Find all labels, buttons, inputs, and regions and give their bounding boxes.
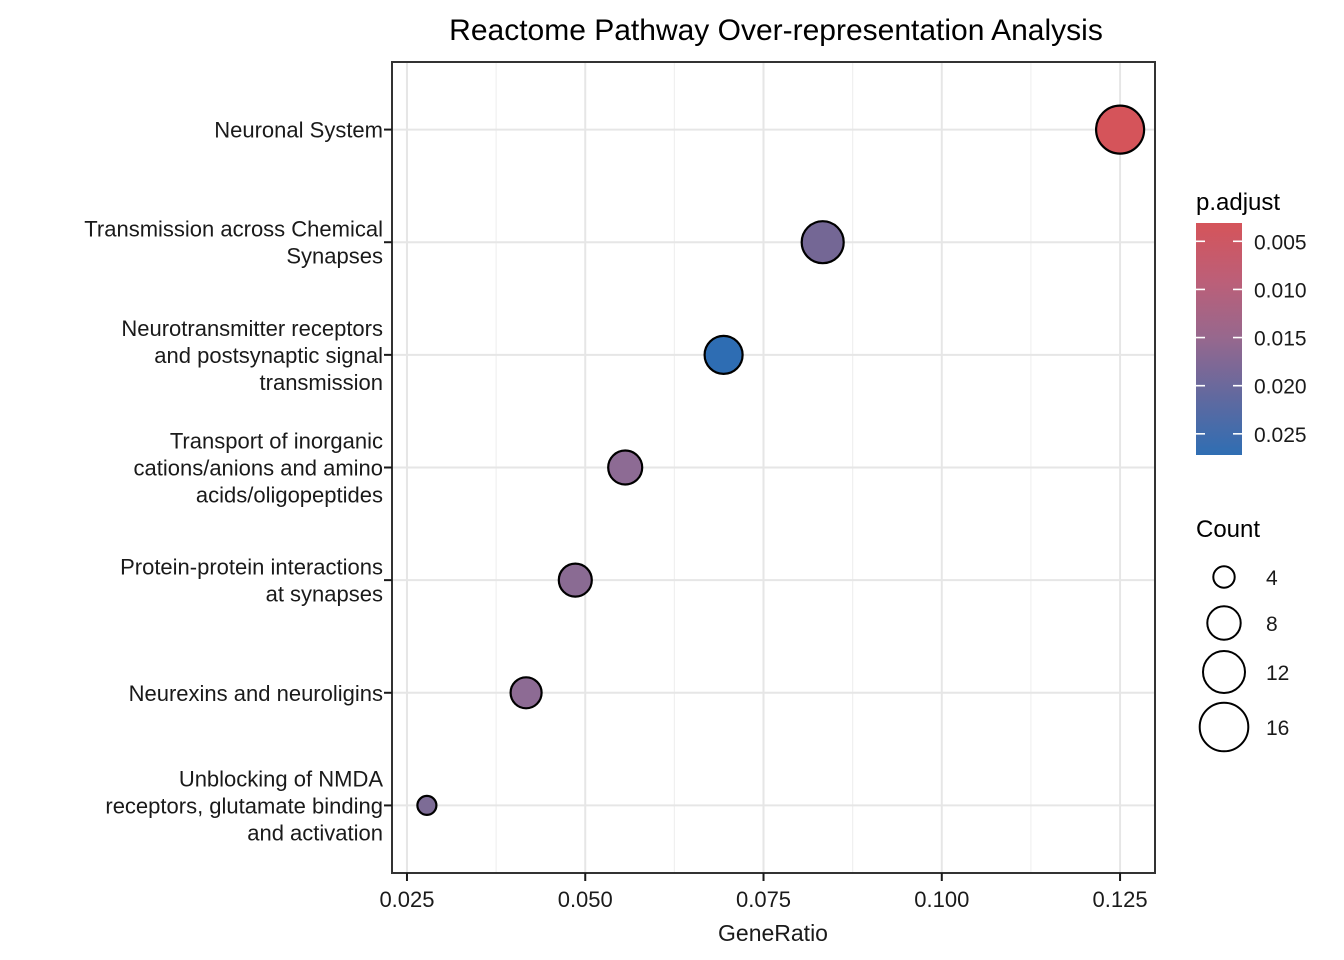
colorbar-tick-label: 0.010 (1254, 279, 1307, 302)
chart-title: Reactome Pathway Over-representation Ana… (449, 14, 1103, 47)
count-legend-label: 16 (1266, 717, 1289, 740)
x-axis-title: GeneRatio (718, 920, 828, 946)
gridlines (392, 62, 1155, 873)
p-adjust-colorbar: 0.005 0.010 0.015 0.020 0.025 (1196, 223, 1307, 455)
x-axis-tick-label: 0.125 (1093, 887, 1148, 912)
data-point (416, 794, 438, 817)
colorbar-tick-label: 0.025 (1254, 424, 1307, 447)
y-axis-labels: Neuronal System Transmission across Chemi… (84, 118, 383, 846)
y-axis-tick-label: Transmission across Chemical Synapses (84, 217, 383, 269)
x-axis-tick-label: 0.050 (558, 887, 613, 912)
data-points (416, 104, 1146, 817)
data-point (800, 220, 845, 265)
y-axis-tick-label: Neuronal System (214, 118, 383, 143)
y-axis-tick-label: Protein-protein interactions at synapses (120, 555, 383, 607)
count-legend-circle (1206, 605, 1242, 641)
y-axis-tick-label: Neurexins and neuroligins (129, 681, 383, 706)
legend-count-title: Count (1196, 516, 1260, 543)
count-legend-circle (1212, 565, 1236, 589)
data-point (557, 562, 593, 598)
count-legend: 4 8 12 16 (1198, 565, 1289, 753)
x-axis-tick-label: 0.100 (914, 887, 969, 912)
data-point (607, 449, 644, 486)
count-legend-label: 8 (1266, 613, 1278, 636)
axis-ticks (384, 128, 1122, 881)
data-point (509, 676, 543, 710)
colorbar-tick-label: 0.015 (1254, 328, 1307, 351)
x-axis-tick-label: 0.075 (736, 887, 791, 912)
colorbar-tick-label: 0.005 (1254, 231, 1307, 254)
y-axis-tick-label: Unblocking of NMDA receptors, glutamate b… (105, 766, 383, 845)
data-point (703, 334, 744, 375)
x-axis-tick-labels: 0.025 0.050 0.075 0.100 0.125 (379, 887, 1147, 912)
y-axis-tick-label: Neurotransmitter receptors and postsynapt… (121, 316, 383, 395)
colorbar-rect (1196, 223, 1242, 455)
y-axis-tick-label: Transport of inorganic cations/anions and… (134, 429, 384, 508)
count-legend-label: 4 (1266, 567, 1278, 590)
colorbar-tick-label: 0.020 (1254, 376, 1307, 399)
x-axis-tick-label: 0.025 (379, 887, 434, 912)
count-legend-label: 12 (1266, 662, 1289, 685)
legend-p-adjust-title: p.adjust (1196, 189, 1280, 216)
data-point (1094, 104, 1146, 155)
count-legend-circle (1198, 701, 1250, 753)
count-legend-circle (1202, 650, 1246, 694)
